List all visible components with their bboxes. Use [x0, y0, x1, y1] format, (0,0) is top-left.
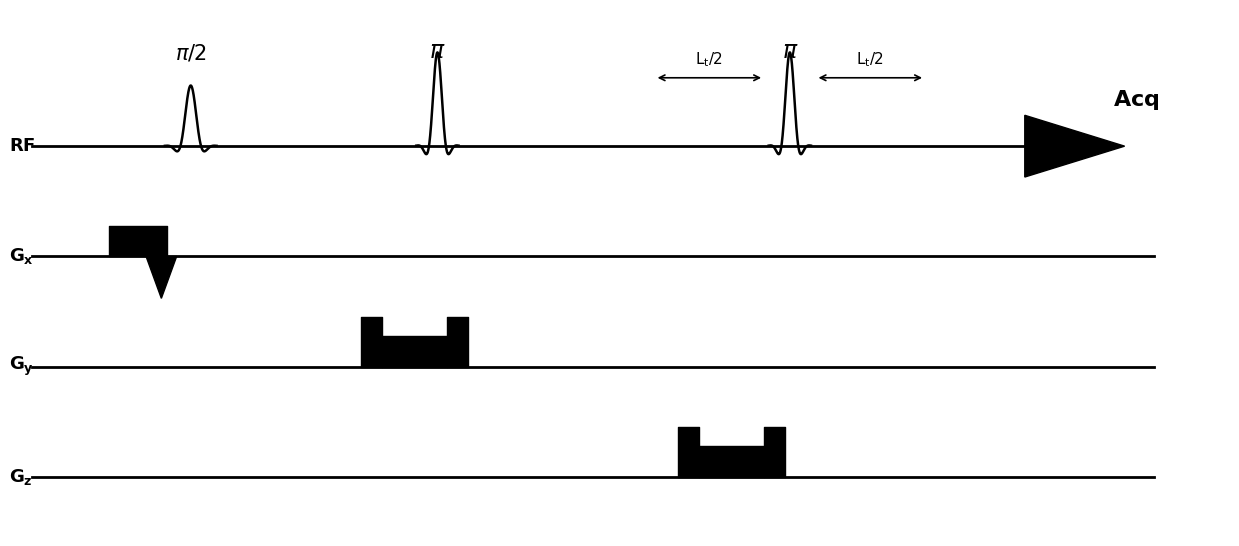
Text: $\mathbf{G_y}$: $\mathbf{G_y}$: [9, 355, 33, 378]
Text: $\mathrm{L_t/2}$: $\mathrm{L_t/2}$: [695, 50, 724, 69]
Polygon shape: [146, 257, 177, 298]
Text: $\mathbf{RF}$: $\mathbf{RF}$: [9, 137, 35, 155]
Text: $\pi$: $\pi$: [429, 39, 446, 63]
Text: $\mathbf{G_x}$: $\mathbf{G_x}$: [9, 246, 33, 266]
Polygon shape: [1025, 115, 1125, 177]
Text: $\mathbf{Acq}$: $\mathbf{Acq}$: [1113, 88, 1160, 112]
Text: $\mathrm{L_t/2}$: $\mathrm{L_t/2}$: [856, 50, 885, 69]
Text: $\mathbf{G_z}$: $\mathbf{G_z}$: [9, 467, 32, 487]
Text: $\pi/2$: $\pi/2$: [175, 43, 207, 63]
Text: $\pi$: $\pi$: [782, 39, 798, 63]
